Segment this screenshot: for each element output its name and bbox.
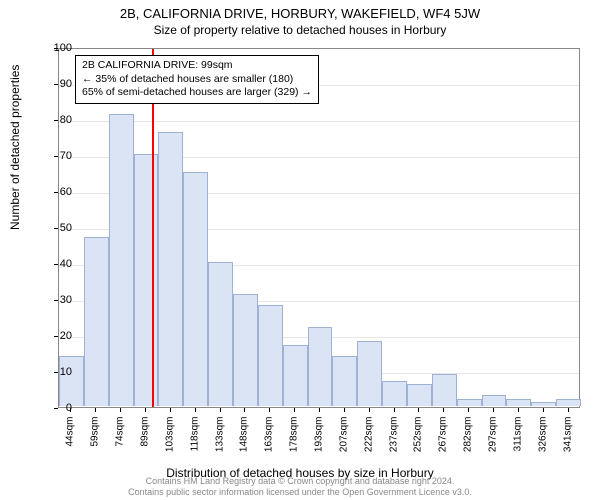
histogram-bar bbox=[208, 262, 233, 406]
xtick-label: 267sqm bbox=[438, 417, 449, 467]
xtick-label: 148sqm bbox=[239, 417, 250, 467]
ytick-label: 10 bbox=[44, 366, 72, 378]
histogram-bar bbox=[332, 356, 357, 406]
histogram-bar bbox=[59, 356, 84, 406]
xtick-label: 341sqm bbox=[562, 417, 573, 467]
ytick-label: 30 bbox=[44, 294, 72, 306]
ytick-mark bbox=[54, 228, 58, 229]
xtick-label: 44sqm bbox=[65, 417, 76, 467]
xtick-mark bbox=[443, 408, 444, 412]
histogram-bar bbox=[457, 399, 482, 406]
annotation-box: 2B CALIFORNIA DRIVE: 99sqm← 35% of detac… bbox=[75, 55, 319, 104]
xtick-label: 178sqm bbox=[289, 417, 300, 467]
ytick-label: 100 bbox=[44, 42, 72, 54]
histogram-bar bbox=[308, 327, 333, 406]
xtick-label: 311sqm bbox=[512, 417, 523, 467]
xtick-label: 237sqm bbox=[388, 417, 399, 467]
annotation-line: ← 35% of detached houses are smaller (18… bbox=[82, 73, 312, 87]
footer-attribution: Contains HM Land Registry data © Crown c… bbox=[0, 476, 600, 498]
histogram-bar bbox=[432, 374, 457, 406]
xtick-mark bbox=[369, 408, 370, 412]
xtick-label: 282sqm bbox=[463, 417, 474, 467]
gridline bbox=[59, 121, 579, 122]
xtick-mark bbox=[70, 408, 71, 412]
histogram-bar bbox=[357, 341, 382, 406]
ytick-mark bbox=[54, 120, 58, 121]
xtick-mark bbox=[394, 408, 395, 412]
footer-line-1: Contains HM Land Registry data © Crown c… bbox=[0, 476, 600, 487]
xtick-mark bbox=[195, 408, 196, 412]
ytick-mark bbox=[54, 84, 58, 85]
xtick-mark bbox=[518, 408, 519, 412]
xtick-label: 193sqm bbox=[314, 417, 325, 467]
ytick-label: 40 bbox=[44, 258, 72, 270]
xtick-mark bbox=[493, 408, 494, 412]
annotation-line: 2B CALIFORNIA DRIVE: 99sqm bbox=[82, 59, 312, 73]
ytick-label: 90 bbox=[44, 78, 72, 90]
xtick-mark bbox=[468, 408, 469, 412]
xtick-mark bbox=[244, 408, 245, 412]
xtick-mark bbox=[319, 408, 320, 412]
xtick-label: 74sqm bbox=[115, 417, 126, 467]
ytick-label: 0 bbox=[44, 402, 72, 414]
histogram-bar bbox=[84, 237, 109, 406]
xtick-mark bbox=[95, 408, 96, 412]
histogram-bar bbox=[407, 384, 432, 406]
histogram-bar bbox=[556, 399, 581, 406]
chart-area: 2B CALIFORNIA DRIVE: 99sqm← 35% of detac… bbox=[58, 48, 580, 408]
xtick-label: 133sqm bbox=[214, 417, 225, 467]
histogram-bar bbox=[482, 395, 507, 406]
ytick-mark bbox=[54, 336, 58, 337]
histogram-bar bbox=[134, 154, 159, 406]
xtick-label: 118sqm bbox=[189, 417, 200, 467]
ytick-label: 70 bbox=[44, 150, 72, 162]
footer-line-2: Contains public sector information licen… bbox=[0, 487, 600, 498]
annotation-line: 65% of semi-detached houses are larger (… bbox=[82, 86, 312, 100]
ytick-mark bbox=[54, 192, 58, 193]
histogram-bar bbox=[233, 294, 258, 406]
histogram-bar bbox=[531, 402, 556, 406]
histogram-bar bbox=[283, 345, 308, 406]
ytick-mark bbox=[54, 408, 58, 409]
chart-subtitle: Size of property relative to detached ho… bbox=[0, 21, 600, 37]
xtick-label: 163sqm bbox=[264, 417, 275, 467]
ytick-mark bbox=[54, 300, 58, 301]
histogram-bar bbox=[109, 114, 134, 406]
xtick-label: 89sqm bbox=[140, 417, 151, 467]
xtick-mark bbox=[269, 408, 270, 412]
xtick-mark bbox=[145, 408, 146, 412]
xtick-mark bbox=[170, 408, 171, 412]
xtick-label: 207sqm bbox=[338, 417, 349, 467]
xtick-mark bbox=[344, 408, 345, 412]
xtick-mark bbox=[294, 408, 295, 412]
ytick-label: 80 bbox=[44, 114, 72, 126]
ytick-mark bbox=[54, 372, 58, 373]
xtick-label: 252sqm bbox=[413, 417, 424, 467]
y-axis-label: Number of detached properties bbox=[8, 65, 22, 230]
ytick-label: 20 bbox=[44, 330, 72, 342]
xtick-mark bbox=[120, 408, 121, 412]
xtick-label: 297sqm bbox=[488, 417, 499, 467]
chart-title: 2B, CALIFORNIA DRIVE, HORBURY, WAKEFIELD… bbox=[0, 0, 600, 21]
ytick-mark bbox=[54, 264, 58, 265]
ytick-label: 50 bbox=[44, 222, 72, 234]
histogram-bar bbox=[158, 132, 183, 406]
xtick-label: 59sqm bbox=[90, 417, 101, 467]
xtick-label: 326sqm bbox=[537, 417, 548, 467]
histogram-bar bbox=[506, 399, 531, 406]
histogram-bar bbox=[258, 305, 283, 406]
xtick-mark bbox=[418, 408, 419, 412]
xtick-label: 222sqm bbox=[363, 417, 374, 467]
histogram-bar bbox=[382, 381, 407, 406]
xtick-mark bbox=[543, 408, 544, 412]
xtick-label: 103sqm bbox=[164, 417, 175, 467]
plot-frame: 2B CALIFORNIA DRIVE: 99sqm← 35% of detac… bbox=[58, 48, 580, 408]
xtick-mark bbox=[220, 408, 221, 412]
xtick-mark bbox=[568, 408, 569, 412]
ytick-label: 60 bbox=[44, 186, 72, 198]
histogram-bar bbox=[183, 172, 208, 406]
ytick-mark bbox=[54, 156, 58, 157]
ytick-mark bbox=[54, 48, 58, 49]
